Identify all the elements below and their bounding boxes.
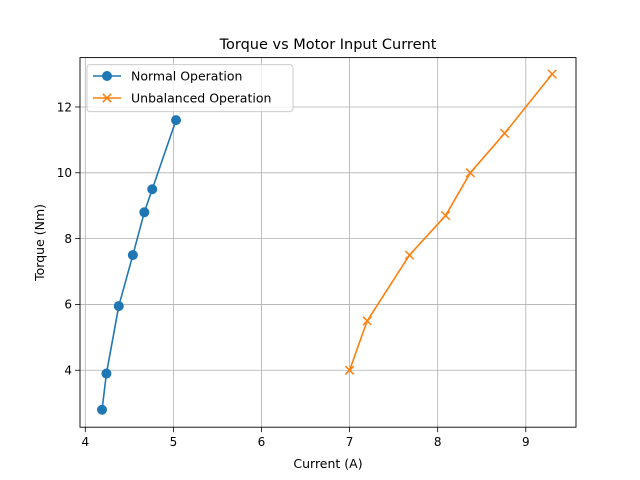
- legend-label-2: Unbalanced Operation: [131, 91, 271, 106]
- data-point-series-1: [97, 404, 108, 415]
- x-tick-label: 7: [346, 435, 354, 449]
- x-tick-label: 8: [434, 435, 442, 449]
- data-point-series-2: [404, 250, 415, 260]
- x-tick-label: 6: [258, 435, 266, 449]
- ticks: 4 5 6 7 8 9 4 6 8 10 12: [57, 100, 530, 449]
- data-point-series-1: [101, 368, 112, 379]
- legend: Normal Operation Unbalanced Operation: [86, 64, 294, 113]
- data-point-series-2: [440, 210, 451, 221]
- y-axis-label: Torque (Nm): [32, 204, 47, 282]
- legend-entries: Normal Operation Unbalanced Operation: [93, 69, 271, 106]
- y-tick-label: 6: [64, 298, 72, 312]
- data-point-series-2: [465, 168, 476, 178]
- chart-title: Torque vs Motor Input Current: [219, 37, 437, 53]
- data-point-series-1: [171, 115, 182, 126]
- data-point-series-1: [139, 207, 150, 218]
- data-point-series-2: [362, 316, 372, 326]
- data-point-series-1: [113, 301, 124, 312]
- legend-box: [86, 64, 294, 113]
- legend-label-1: Normal Operation: [131, 69, 242, 84]
- x-tick-label: 5: [170, 435, 178, 449]
- y-tick-label: 10: [57, 166, 72, 180]
- axes-frame: [79, 57, 577, 428]
- data-point-series-2: [547, 69, 557, 79]
- data-point-series-1: [127, 250, 138, 261]
- x-tick-label: 4: [81, 435, 89, 449]
- y-tick-label: 8: [64, 232, 72, 246]
- grid: [80, 57, 576, 428]
- y-tick-label: 4: [64, 364, 72, 378]
- x-tick-label: 9: [522, 435, 530, 449]
- data-point-series-2: [499, 128, 510, 139]
- y-tick-label: 12: [57, 100, 72, 114]
- data-point-series-2: [344, 365, 355, 375]
- legend-marker-1: [102, 71, 112, 81]
- plot-lines: [97, 69, 557, 415]
- data-point-series-1: [147, 184, 158, 195]
- x-axis-label: Current (A): [293, 456, 362, 471]
- legend-marker-2: [102, 93, 112, 103]
